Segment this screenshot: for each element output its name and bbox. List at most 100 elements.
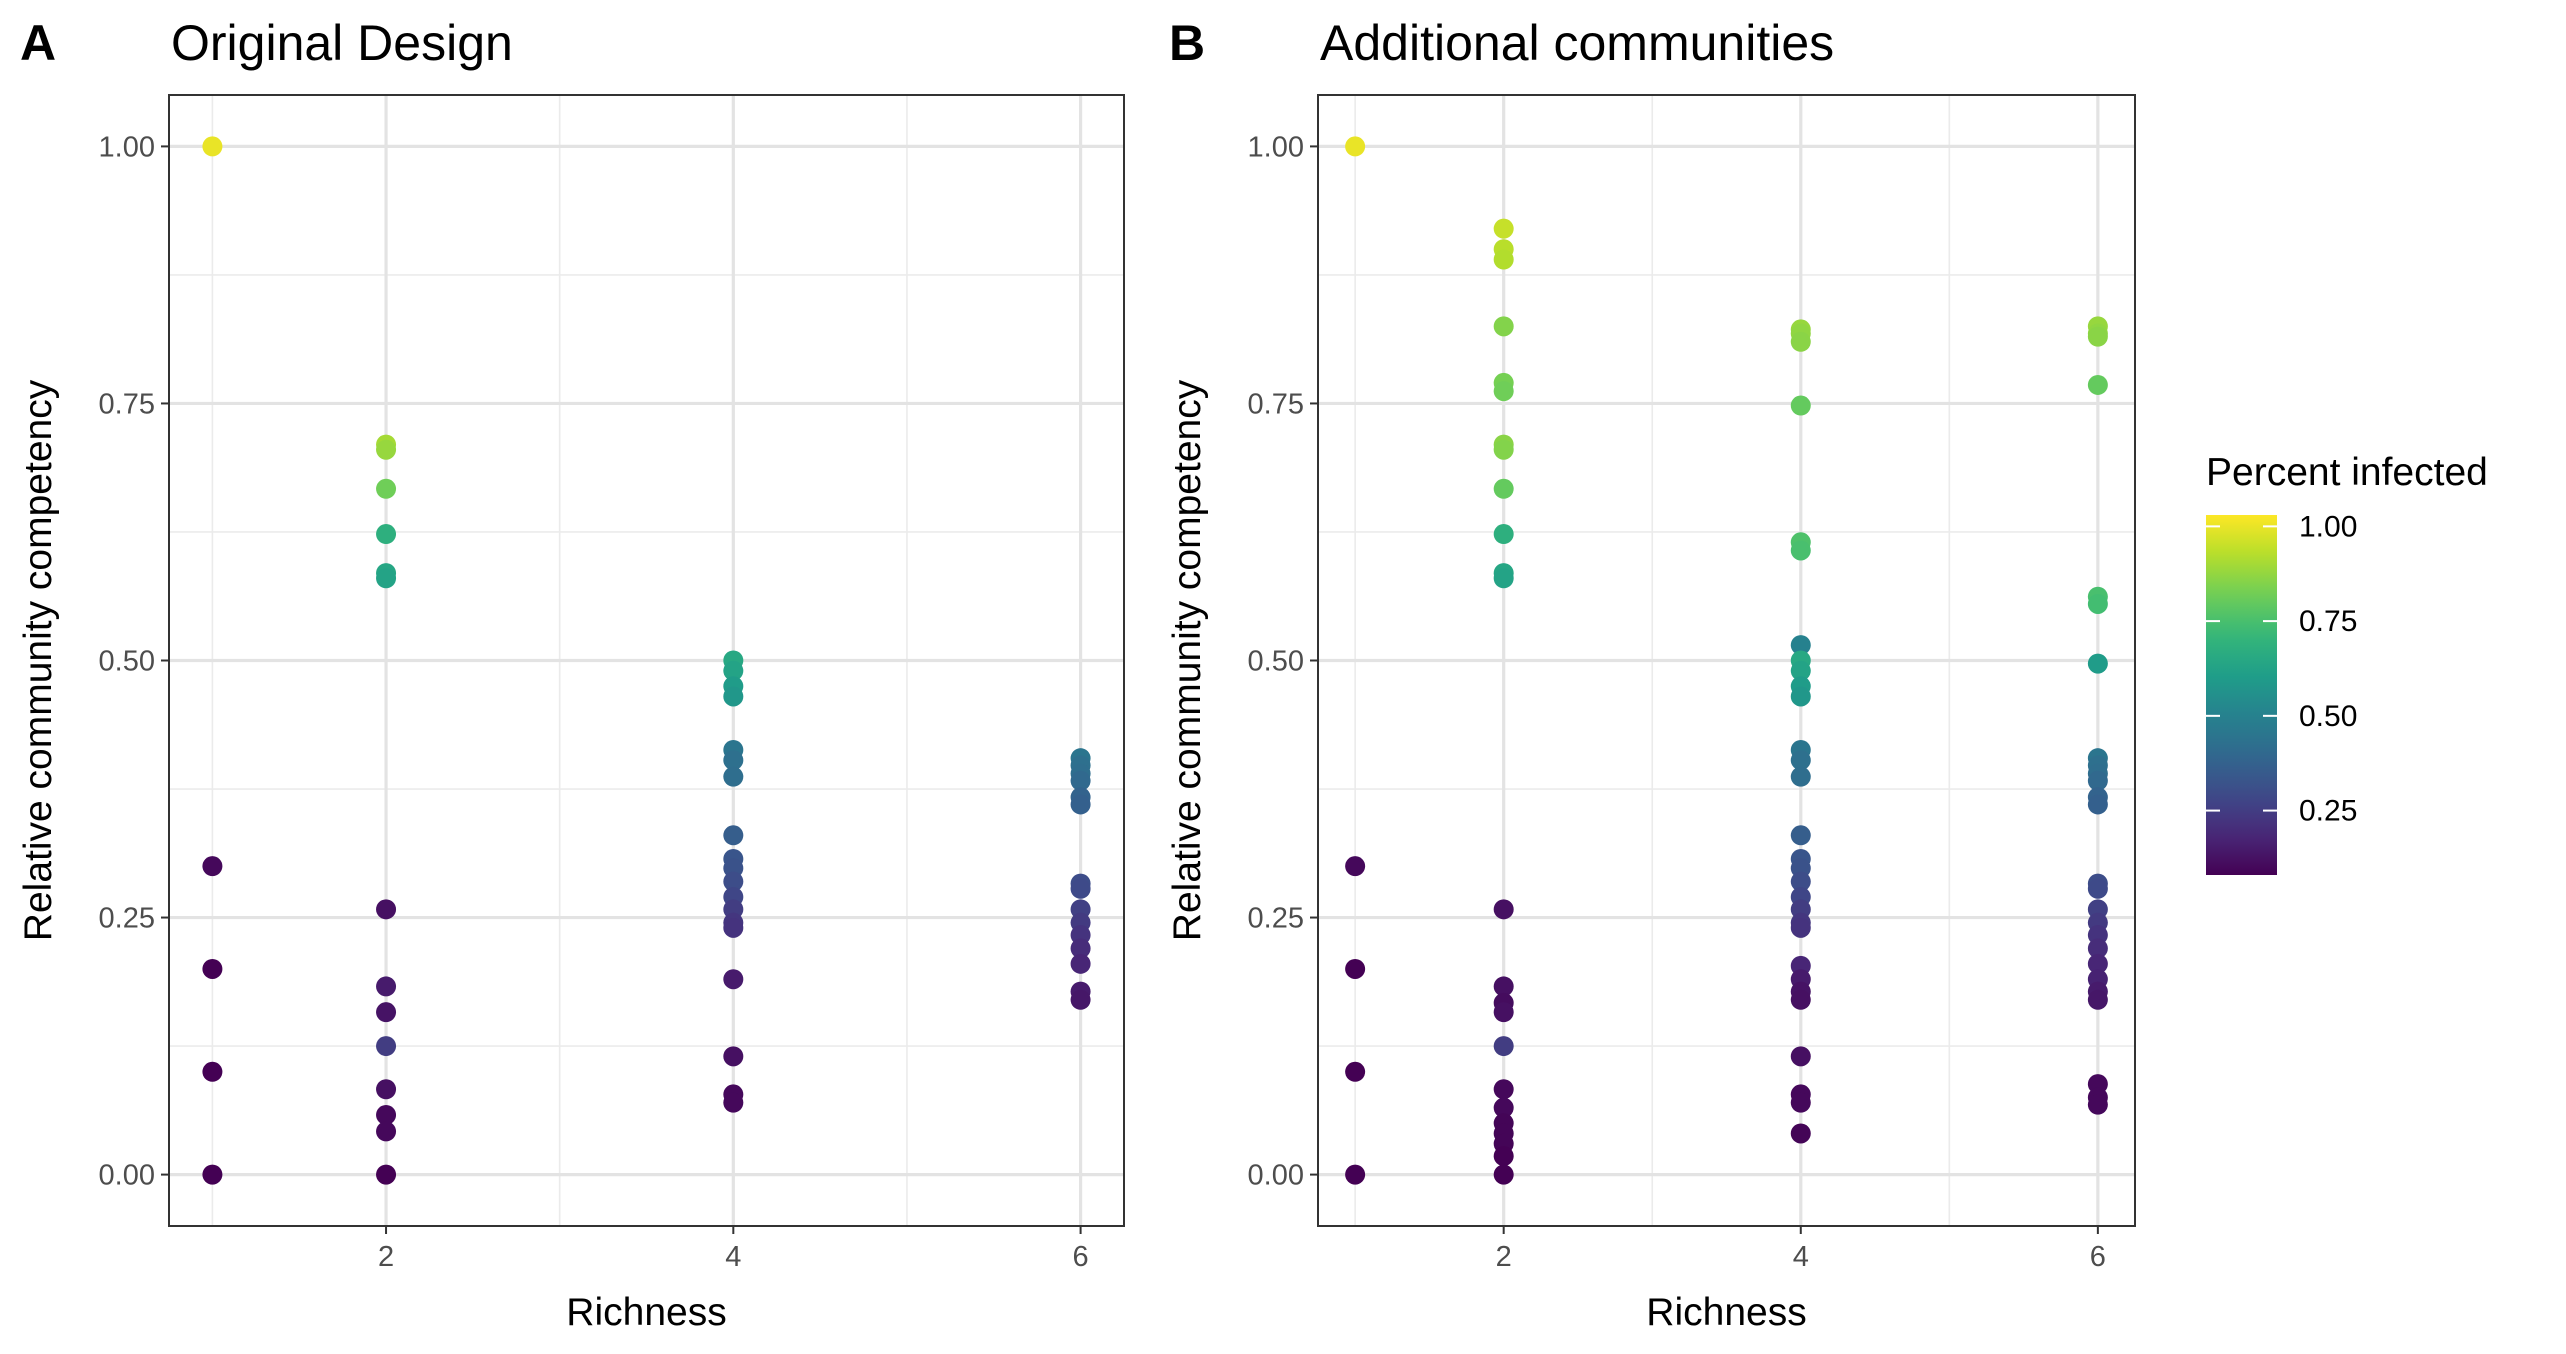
point	[376, 568, 397, 589]
chart-title: Original Design	[171, 15, 513, 71]
point	[1493, 1164, 1514, 1185]
point	[1790, 825, 1811, 846]
x-tick-label: 4	[1793, 1241, 1809, 1273]
colorbar-tick-label: 0.50	[2299, 700, 2357, 733]
x-tick-label: 2	[1496, 1241, 1512, 1273]
y-tick-label: 0.50	[1248, 646, 1304, 678]
point	[202, 136, 223, 157]
plot-border	[168, 94, 1125, 1227]
point	[376, 1164, 397, 1185]
x-tick-label: 6	[2090, 1241, 2106, 1273]
point	[1493, 568, 1514, 589]
y-tick-label: 0.25	[1248, 903, 1304, 935]
point	[202, 1164, 223, 1185]
point	[1790, 750, 1811, 771]
point	[376, 524, 397, 545]
colorbar	[2206, 515, 2277, 875]
point	[202, 1061, 223, 1082]
point	[1070, 938, 1091, 959]
point	[1790, 686, 1811, 707]
point	[2087, 989, 2108, 1010]
point	[1070, 770, 1091, 791]
y-tick-label: 0.75	[99, 388, 155, 420]
point	[1493, 249, 1514, 270]
point	[1345, 136, 1366, 157]
point	[1790, 1123, 1811, 1144]
point	[1493, 1036, 1514, 1057]
chart-title: Additional communities	[1320, 15, 1834, 71]
point	[1493, 439, 1514, 460]
point	[1790, 395, 1811, 416]
colorbar-tick-label: 0.75	[2299, 605, 2357, 638]
y-tick-label: 1.00	[99, 131, 155, 163]
point	[376, 1104, 397, 1125]
point	[2087, 953, 2108, 974]
point	[1070, 989, 1091, 1010]
point	[1790, 540, 1811, 561]
point	[1070, 794, 1091, 815]
point	[723, 917, 744, 938]
point	[1790, 1092, 1811, 1113]
point	[376, 1079, 397, 1100]
y-axis-label: Relative community competency	[1166, 379, 1209, 941]
point	[376, 1002, 397, 1023]
point	[723, 1092, 744, 1113]
point	[202, 958, 223, 979]
point	[1493, 218, 1514, 239]
y-tick-label: 0.00	[1248, 1160, 1304, 1192]
point	[376, 1121, 397, 1142]
colorbar-tick-label: 0.25	[2299, 795, 2357, 828]
point	[723, 750, 744, 771]
point	[1790, 871, 1811, 892]
point	[1493, 1146, 1514, 1167]
y-tick-label: 0.25	[99, 903, 155, 935]
point	[2087, 1094, 2108, 1115]
point	[2087, 938, 2108, 959]
point	[1345, 856, 1366, 877]
point	[723, 969, 744, 990]
y-tick-label: 0.75	[1248, 388, 1304, 420]
x-tick-label: 2	[378, 1241, 394, 1273]
point	[2087, 878, 2108, 899]
point	[1070, 878, 1091, 899]
point	[2087, 794, 2108, 815]
y-tick-label: 1.00	[1248, 131, 1304, 163]
point	[1790, 766, 1811, 787]
point	[1493, 899, 1514, 920]
plot-border	[1317, 94, 2136, 1227]
panel-label: B	[1169, 15, 1205, 71]
point	[723, 825, 744, 846]
point	[2087, 593, 2108, 614]
point	[2087, 653, 2108, 674]
point	[1790, 660, 1811, 681]
point	[1493, 316, 1514, 337]
point	[723, 1046, 744, 1067]
point	[723, 686, 744, 707]
point	[376, 976, 397, 997]
point	[1493, 1097, 1514, 1118]
point	[1070, 953, 1091, 974]
point	[1493, 1002, 1514, 1023]
point	[376, 899, 397, 920]
point	[376, 1036, 397, 1057]
point	[1790, 635, 1811, 656]
point	[723, 871, 744, 892]
point	[1790, 331, 1811, 352]
panel-label: A	[20, 15, 56, 71]
point	[2087, 326, 2108, 347]
point	[2087, 374, 2108, 395]
point	[1493, 1079, 1514, 1100]
colorbar-tick-label: 1.00	[2299, 510, 2357, 543]
point	[1493, 524, 1514, 545]
y-axis-label: Relative community competency	[17, 379, 60, 941]
point	[1493, 478, 1514, 499]
legend-title: Percent infected	[2206, 451, 2488, 494]
x-tick-label: 6	[1073, 1241, 1089, 1273]
point	[1790, 989, 1811, 1010]
point	[376, 478, 397, 499]
point	[723, 766, 744, 787]
point	[202, 856, 223, 877]
x-axis-label: Richness	[566, 1291, 726, 1334]
point	[1493, 976, 1514, 997]
